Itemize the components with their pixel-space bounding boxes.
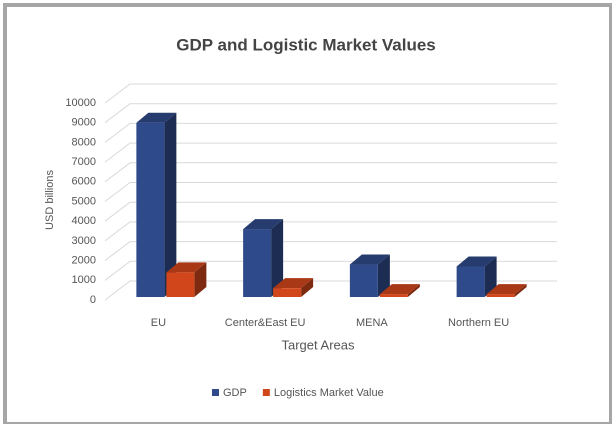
bar-side (164, 112, 177, 297)
x-tick-label: EU (151, 317, 166, 329)
bar-front (243, 229, 272, 297)
bar-top (273, 278, 314, 289)
bar-top (486, 284, 527, 295)
grid-line (104, 221, 557, 242)
grid-line (104, 280, 557, 301)
x-tick-label: Northern EU (448, 317, 509, 329)
grid-line (104, 201, 557, 222)
grid-line (104, 241, 557, 261)
bar-side (407, 284, 420, 297)
bar-front (379, 294, 408, 297)
legend-label: Logistics Market Value (274, 387, 384, 399)
bar (166, 262, 207, 297)
bar-top (166, 262, 207, 273)
y-tick-label: 3000 (72, 235, 96, 247)
bar-side (484, 256, 497, 297)
bar-front (456, 266, 485, 297)
y-tick-label: 6000 (72, 176, 96, 188)
grid-line (104, 182, 557, 202)
x-axis-title: Target Areas (282, 337, 355, 352)
bar-top (379, 284, 420, 295)
legend-swatch (212, 389, 219, 396)
grid-line (104, 83, 557, 104)
y-tick-label: 9000 (72, 117, 96, 129)
grid-line (104, 103, 557, 124)
y-tick-label: 2000 (72, 255, 96, 267)
y-tick-label: 5000 (72, 195, 96, 207)
x-tick-label: MENA (356, 317, 388, 329)
grid-line (104, 142, 557, 163)
y-tick-label: 4000 (72, 215, 96, 227)
bar-top (349, 254, 390, 265)
bar (486, 284, 527, 297)
grid-line (104, 122, 557, 143)
bar-front (273, 288, 302, 297)
y-tick-label: 0 (90, 294, 96, 306)
y-tick-label: 7000 (72, 156, 96, 168)
bar (273, 278, 314, 297)
x-tick-label: Center&East EU (225, 317, 306, 329)
legend-label: GDP (223, 387, 247, 399)
bar-side (301, 278, 314, 297)
bar-side (377, 254, 390, 297)
y-axis-title: USD billions (44, 170, 56, 230)
bar-side (194, 262, 207, 297)
bar (136, 112, 177, 297)
bar-front (166, 272, 195, 297)
bar-front (136, 122, 165, 297)
y-tick-label: 8000 (72, 136, 96, 148)
bar-top (456, 256, 497, 267)
grid-line (104, 162, 557, 183)
bar (379, 284, 420, 297)
legend-swatch (262, 389, 270, 396)
bar-front (486, 294, 515, 297)
y-tick-label: 10000 (65, 97, 96, 109)
bar (456, 256, 497, 297)
y-tick-label: 1000 (72, 274, 96, 286)
grid-line (104, 260, 557, 281)
bar-side (514, 284, 527, 297)
bar (243, 219, 284, 297)
chart-title: GDP and Logistic Market Values (176, 35, 436, 54)
bar-side (271, 219, 284, 297)
bar-top (243, 219, 284, 230)
chart-frame (3, 3, 612, 424)
bar-top (136, 112, 177, 123)
bar (349, 254, 390, 297)
bar-front (349, 264, 378, 297)
